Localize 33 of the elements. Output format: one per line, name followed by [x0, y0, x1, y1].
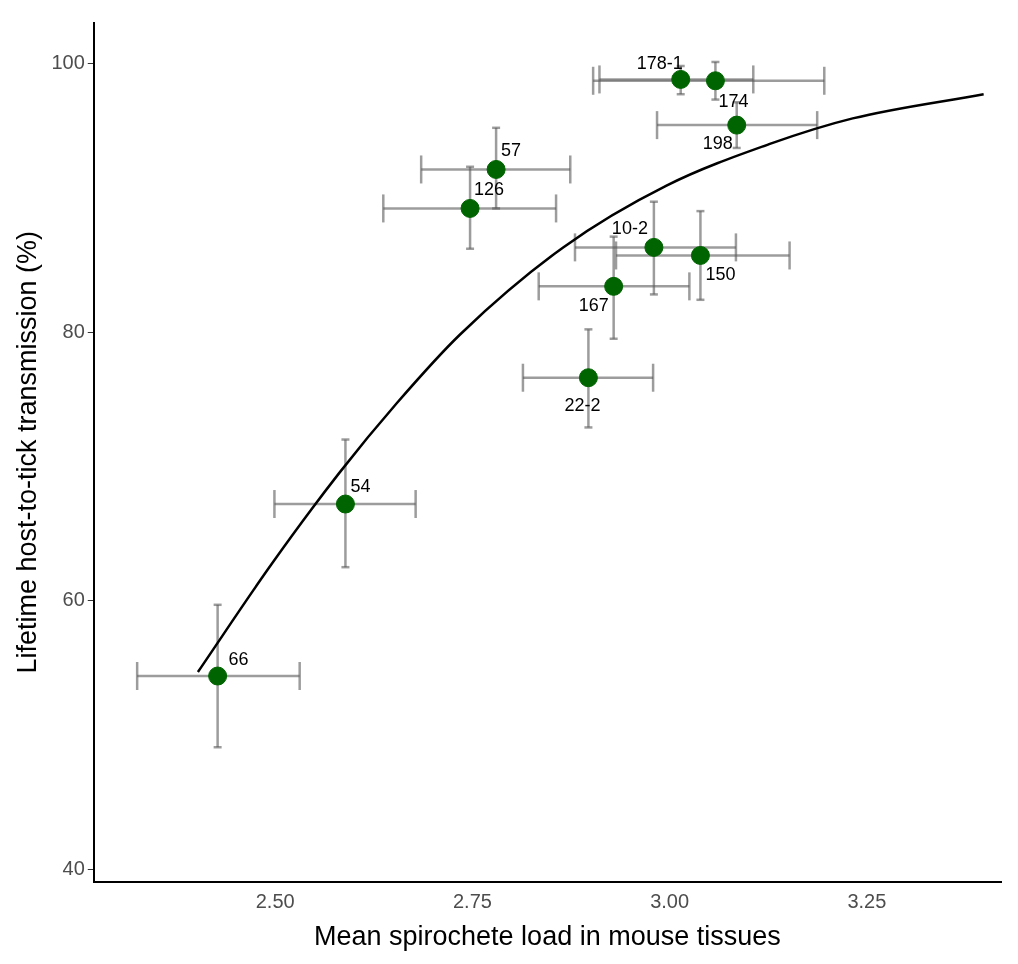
- y-tick-label: 60: [62, 588, 85, 611]
- point: [578, 368, 598, 388]
- annotation: 167: [578, 295, 609, 316]
- point: [644, 237, 664, 257]
- point: [208, 666, 228, 686]
- x-tick-label: 2.75: [452, 890, 492, 913]
- annotation: 198: [702, 133, 733, 154]
- y-tick-label: 40: [62, 857, 85, 880]
- x-tick-label: 2.50: [255, 890, 295, 913]
- annotation: 54: [350, 476, 371, 496]
- annotation: 22-2: [564, 394, 601, 415]
- y-tick-label: 80: [62, 319, 85, 342]
- point: [335, 494, 355, 514]
- point: [690, 245, 710, 265]
- annotation: 57: [501, 140, 522, 161]
- point: [727, 115, 747, 135]
- y-tick-label: 100: [51, 50, 85, 73]
- annotation: 174: [718, 90, 749, 111]
- annotation: 178-1: [636, 53, 683, 74]
- point: [671, 69, 691, 89]
- line-series: [196, 92, 985, 674]
- point: [604, 276, 624, 296]
- annotation: 150: [705, 264, 736, 285]
- annotation: 10-2: [611, 218, 648, 239]
- x-tick-label: 3.00: [650, 890, 690, 913]
- annotation: 126: [474, 179, 505, 200]
- point: [460, 198, 480, 218]
- x-axis-title: Mean spirochete load in mouse tissues: [314, 921, 781, 952]
- x-tick-label: 3.25: [847, 890, 887, 913]
- point: [486, 159, 506, 179]
- point: [705, 71, 725, 91]
- y-axis-title: Lifetime host-to-tick transmission (%): [11, 230, 42, 674]
- annotation: 66: [228, 648, 249, 669]
